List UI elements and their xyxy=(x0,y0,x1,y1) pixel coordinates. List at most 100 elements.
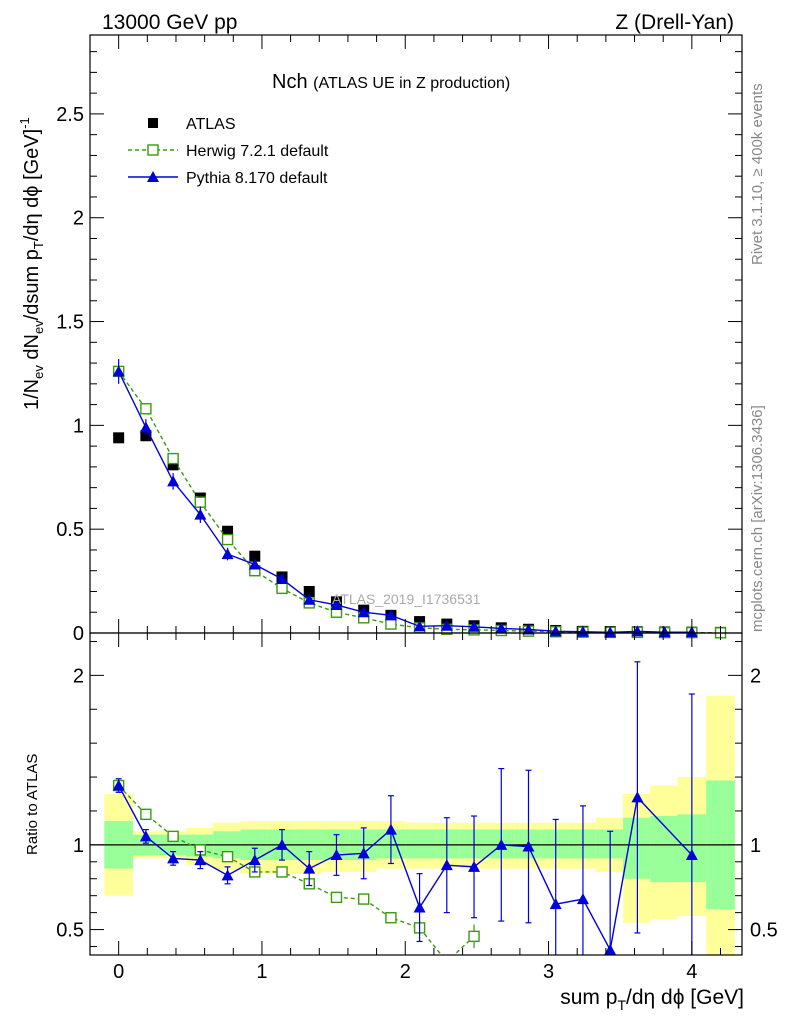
ratio-herwig-point xyxy=(442,957,452,967)
ratio-pythia-point xyxy=(112,779,125,791)
pythia-point xyxy=(384,609,397,621)
main-ylabel: 1/Nev dNev/dsum pT/dη dϕ [GeV]-1 xyxy=(17,117,46,410)
ratio-herwig-point xyxy=(468,930,480,943)
legend-atlas-marker xyxy=(148,118,158,128)
main-ytick-label: 1.5 xyxy=(56,312,84,334)
ratio-herwig-point xyxy=(276,866,288,878)
herwig-point xyxy=(276,582,288,595)
ratio-plot-frame xyxy=(89,632,743,956)
ratio-pythia-point xyxy=(685,849,698,861)
atlas-point xyxy=(113,432,125,444)
pythia-point xyxy=(139,421,152,433)
ratio-pythia-point xyxy=(576,893,589,905)
ratio-ylabel: Ratio to ATLAS xyxy=(24,754,41,855)
mcplots-label: mcplots.cern.ch [arXiv:1306.3436] xyxy=(749,405,766,632)
ratio-pythia-point xyxy=(167,852,180,864)
pythia-point xyxy=(330,598,343,610)
ratio-herwig-point xyxy=(167,830,179,843)
band-inner xyxy=(432,829,460,859)
pythia-point xyxy=(357,606,370,618)
header-right: Z (Drell-Yan) xyxy=(615,11,734,34)
ratio-herwig-point xyxy=(330,891,343,904)
atlas-point xyxy=(222,525,234,537)
ratio-xtick-label: 3 xyxy=(543,961,554,983)
ratio-xtick-label: 1 xyxy=(256,961,267,983)
ratio-ytick-label: 0.5 xyxy=(56,920,84,942)
ratio-pythia-point xyxy=(604,943,617,955)
band-inner xyxy=(405,829,433,859)
atlas-point xyxy=(303,585,315,597)
ratio-pythia-point xyxy=(194,854,207,866)
ratio-herwig-point xyxy=(221,851,234,863)
atlas-point xyxy=(249,550,261,562)
pythia-point xyxy=(440,619,453,631)
ratio-pythia-point xyxy=(357,847,370,859)
band-inner xyxy=(541,829,569,859)
main-ytick-label: 2 xyxy=(73,208,84,230)
ratio-xtick-label: 4 xyxy=(686,961,697,983)
ratio-xtick-label: 2 xyxy=(400,961,411,983)
legend-pythia-marker xyxy=(147,171,159,182)
ratio-pythia-point xyxy=(413,901,426,913)
ratio-ytick-label: 2 xyxy=(73,665,84,687)
main-ytick-label: 0 xyxy=(73,623,84,645)
ratio-pythia-point xyxy=(276,838,289,850)
ratio-pythia-point xyxy=(384,823,397,835)
herwig-point xyxy=(194,496,207,508)
ratio-pythia-point xyxy=(330,849,343,861)
legend-herwig-label: Herwig 7.2.1 default xyxy=(186,143,329,160)
main-ytick-label: 1 xyxy=(73,415,84,437)
legend-atlas-label: ATLAS xyxy=(186,116,236,133)
band-inner xyxy=(568,829,596,859)
ratio-pythia-point xyxy=(549,898,562,910)
pythia-point xyxy=(495,622,508,634)
ratio-herwig-point xyxy=(385,912,397,924)
ratio-pythia-point xyxy=(248,854,261,866)
pythia-point xyxy=(248,558,261,570)
header-left: 13000 GeV pp xyxy=(102,11,237,34)
ratio-uncertainty-bands xyxy=(90,695,742,955)
ratio-pythia-point xyxy=(631,791,644,803)
main-title-sub: (ATLAS UE in Z production) xyxy=(313,75,510,92)
ratio-xtick-label: 0 xyxy=(113,961,124,983)
ratio-pythia-point xyxy=(468,860,481,872)
pythia-point xyxy=(576,625,589,637)
atlas-point xyxy=(167,459,179,471)
herwig-point xyxy=(140,403,152,415)
ratio-pythia-point xyxy=(495,838,508,850)
ratio-herwig-point xyxy=(357,893,370,905)
pythia-point xyxy=(194,508,207,520)
pythia-point xyxy=(604,626,617,638)
ratio-pythia-point xyxy=(221,869,234,881)
legend-herwig-marker xyxy=(147,144,159,156)
pythia-point xyxy=(468,620,481,632)
herwig-point xyxy=(385,618,397,630)
ratio-pythia-point xyxy=(139,830,152,842)
axes-group: 0 0.5 1 1.5 2 2.5 0 1 2 3 4 0.5 0.5 1 1 2 2 xyxy=(56,35,778,983)
pythia-point xyxy=(413,620,426,632)
ratio-ytick-label-right: 2 xyxy=(750,665,761,687)
pythia-point xyxy=(221,548,234,560)
ratio-series-group xyxy=(112,661,698,967)
ratio-ytick-label-right: 1 xyxy=(750,835,761,857)
ratio-pythia-point xyxy=(303,862,316,874)
band-inner xyxy=(595,829,624,859)
herwig-point xyxy=(221,533,234,546)
ratio-ytick-label: 1 xyxy=(73,835,84,857)
band-inner xyxy=(650,816,678,883)
main-title-nch: Nch xyxy=(272,71,308,93)
ratio-herwig-point xyxy=(140,808,152,821)
rivet-label: Rivet 3.1.10, ≥ 400k events xyxy=(749,83,766,265)
ratio-ytick-label-right: 0.5 xyxy=(750,920,778,942)
pythia-point xyxy=(303,593,316,605)
legend-pythia-label: Pythia 8.170 default xyxy=(186,170,328,187)
watermark: ATLAS_2019_I1736531 xyxy=(332,591,481,607)
pythia-point xyxy=(522,623,535,635)
pythia-point xyxy=(658,626,671,638)
main-title: Nch (ATLAS UE in Z production) xyxy=(272,71,510,93)
band-inner xyxy=(459,829,487,859)
band-inner xyxy=(623,817,651,879)
legend: ATLAS Herwig 7.2.1 default Pythia 8.170 … xyxy=(128,116,329,187)
pythia-point xyxy=(167,475,180,487)
